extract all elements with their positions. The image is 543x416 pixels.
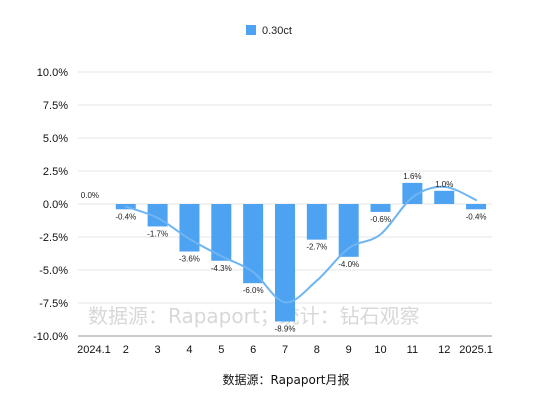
source-note: 数据源：Rapaport月报 — [223, 372, 350, 387]
y-tick-label: -2.5% — [39, 232, 68, 244]
y-tick-label: -7.5% — [39, 298, 68, 310]
x-tick-label: 5 — [218, 344, 224, 356]
bar — [370, 204, 391, 212]
x-tick-label: 4 — [186, 344, 192, 356]
trend-line-group — [124, 185, 478, 304]
y-tick-label: -10.0% — [33, 331, 68, 343]
bar — [179, 204, 200, 252]
y-tick-label: 2.5% — [43, 166, 68, 178]
data-label: -0.6% — [370, 215, 391, 224]
x-tick-label: 2 — [123, 344, 129, 356]
bar — [434, 190, 455, 204]
trend-line — [124, 185, 478, 304]
y-tick-label: -5.0% — [39, 265, 68, 277]
data-label: -0.4% — [466, 212, 487, 221]
bar — [275, 204, 295, 322]
x-tick-label: 7 — [282, 344, 288, 356]
x-tick-label: 2025.1 — [459, 344, 493, 356]
data-label: 1.0% — [435, 180, 453, 189]
x-tick-label: 10 — [374, 344, 386, 356]
x-tick-label: 11 — [407, 344, 418, 356]
legend-swatch — [246, 25, 256, 35]
data-label: -2.7% — [306, 243, 327, 252]
y-axis-tick-labels: 10.0% 7.5% 5.0% 2.5% 0.0% -2.5% -5.0% -7.5% -10.… — [33, 67, 68, 343]
watermark-text: 数据源：Rapaport；统计：钻石观察 — [88, 304, 420, 328]
data-labels: 0.0% -0.4% -1.7% -3.6% -4.3% -6.0% -8.9% -2.7% -… — [81, 172, 487, 334]
legend: 0.30ct — [246, 25, 292, 37]
x-tick-label: 9 — [346, 344, 352, 356]
data-label: 0.0% — [81, 191, 99, 200]
data-label: -1.7% — [147, 229, 168, 238]
y-tick-label: 10.0% — [37, 67, 68, 79]
data-label: -8.9% — [275, 324, 296, 333]
bar — [402, 182, 423, 204]
y-tick-label: 0.0% — [43, 199, 68, 211]
x-tick-label: 6 — [250, 344, 256, 356]
x-tick-label: 8 — [314, 344, 320, 356]
x-tick-label: 2024.1 — [77, 344, 111, 356]
bar — [243, 204, 264, 284]
x-axis-tick-labels: 2024.1 2 3 4 5 6 7 8 9 10 11 12 2025.1 — [77, 344, 493, 356]
watermark: 数据源：Rapaport；统计：钻石观察 — [88, 304, 420, 328]
bars — [83, 182, 487, 322]
data-label: -4.3% — [211, 264, 232, 273]
y-tick-label: 7.5% — [43, 100, 68, 112]
data-label: -0.4% — [115, 212, 136, 221]
bar — [338, 204, 359, 257]
legend-label: 0.30ct — [262, 25, 292, 37]
data-label: 1.6% — [403, 172, 421, 181]
data-label: -3.6% — [179, 255, 200, 264]
bar — [466, 204, 487, 210]
bar — [211, 204, 232, 261]
data-label: -6.0% — [243, 286, 264, 295]
x-tick-label: 3 — [155, 344, 161, 356]
data-label: -4.0% — [338, 260, 359, 269]
bar — [306, 204, 327, 240]
x-tick-label: 12 — [438, 344, 450, 356]
y-tick-label: 5.0% — [43, 133, 68, 145]
